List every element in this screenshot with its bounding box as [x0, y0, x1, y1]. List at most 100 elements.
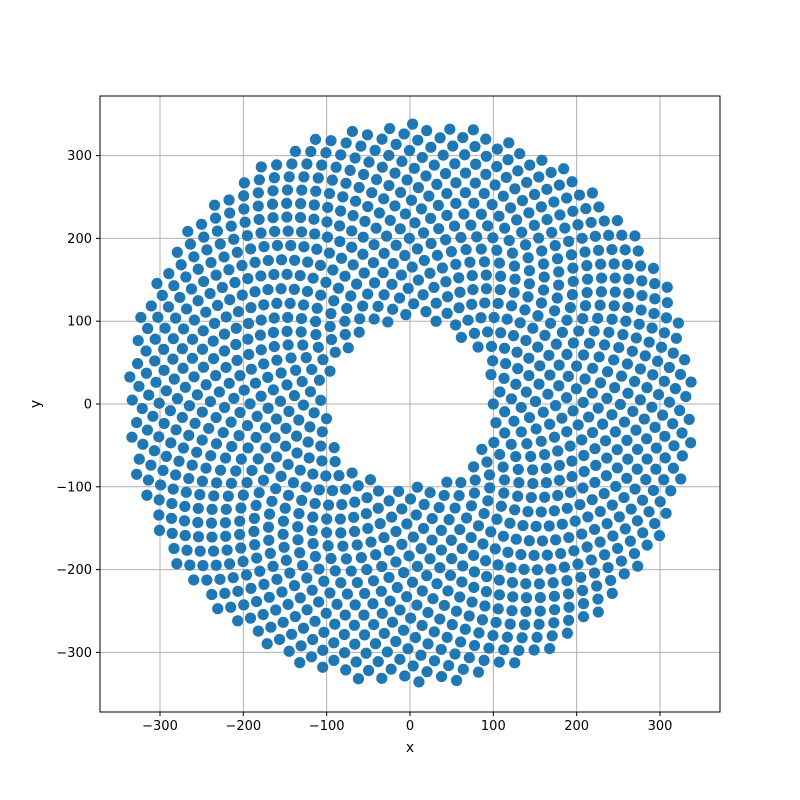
- data-point: [527, 477, 539, 490]
- data-point: [313, 563, 325, 575]
- data-point: [663, 361, 675, 374]
- data-point: [269, 225, 281, 238]
- data-point: [481, 456, 493, 468]
- data-point: [290, 364, 302, 376]
- data-point: [403, 144, 416, 157]
- data-point: [411, 481, 423, 493]
- data-point: [266, 198, 279, 210]
- data-point: [566, 176, 578, 188]
- data-point: [262, 521, 275, 533]
- data-point: [283, 405, 295, 417]
- data-point: [400, 309, 412, 321]
- data-point: [490, 417, 502, 429]
- data-point: [495, 500, 507, 512]
- data-point: [230, 322, 242, 334]
- data-point: [207, 335, 219, 347]
- data-point: [523, 352, 535, 364]
- data-point: [457, 663, 469, 675]
- data-point: [230, 465, 242, 477]
- data-point: [521, 438, 533, 450]
- data-point: [468, 197, 480, 209]
- data-point: [467, 124, 479, 136]
- data-point: [192, 295, 204, 307]
- data-point: [309, 615, 321, 627]
- data-point: [333, 470, 345, 482]
- data-point: [446, 553, 458, 565]
- data-point: [264, 547, 276, 559]
- data-point: [174, 291, 186, 304]
- data-point: [553, 279, 565, 291]
- data-point: [469, 177, 481, 189]
- data-point: [177, 442, 190, 454]
- data-point: [301, 158, 313, 170]
- data-point: [415, 203, 428, 215]
- data-point: [230, 338, 242, 351]
- data-point: [298, 171, 310, 183]
- data-point: [550, 534, 562, 546]
- data-point: [192, 263, 204, 275]
- data-point: [623, 273, 635, 285]
- data-point: [521, 176, 533, 189]
- data-point: [176, 343, 188, 355]
- data-point: [268, 341, 280, 353]
- data-point: [576, 434, 588, 446]
- data-point: [323, 187, 336, 200]
- data-point: [234, 406, 246, 419]
- data-point: [462, 314, 474, 326]
- data-point: [160, 450, 173, 462]
- data-point: [426, 534, 438, 546]
- data-point: [210, 477, 223, 489]
- data-point: [352, 480, 364, 492]
- data-point: [238, 190, 250, 202]
- data-point: [445, 246, 457, 258]
- data-point: [317, 354, 329, 366]
- data-point: [449, 319, 462, 331]
- data-point: [255, 227, 267, 239]
- data-point: [133, 380, 145, 392]
- data-point: [473, 627, 485, 639]
- data-point: [518, 619, 531, 631]
- data-point: [535, 506, 547, 518]
- data-point: [168, 542, 180, 555]
- data-point: [321, 231, 334, 243]
- data-point: [389, 167, 401, 179]
- data-point: [263, 591, 275, 603]
- data-point: [643, 506, 655, 518]
- data-point: [391, 581, 403, 594]
- data-point: [504, 618, 516, 630]
- data-point: [214, 464, 227, 476]
- data-point: [468, 487, 481, 499]
- data-point: [292, 521, 304, 533]
- data-point: [417, 227, 430, 239]
- data-point: [572, 558, 584, 570]
- data-point: [237, 489, 249, 501]
- data-point: [389, 200, 401, 212]
- y-tick-label: −200: [56, 563, 92, 578]
- data-point: [507, 330, 520, 342]
- data-point: [441, 307, 453, 319]
- data-point: [467, 549, 480, 561]
- data-point: [276, 586, 288, 598]
- data-point: [181, 544, 193, 556]
- data-point: [219, 587, 231, 599]
- data-point: [561, 502, 573, 514]
- data-point: [553, 179, 565, 191]
- data-point: [520, 334, 532, 347]
- data-point: [317, 661, 329, 673]
- data-point: [661, 297, 673, 309]
- data-point: [305, 651, 318, 663]
- data-point: [412, 134, 424, 146]
- data-point: [566, 289, 579, 301]
- data-point: [564, 486, 577, 498]
- data-point: [200, 462, 212, 474]
- data-point: [378, 627, 390, 640]
- data-point: [421, 570, 433, 582]
- data-point: [509, 273, 521, 285]
- data-point: [314, 259, 327, 271]
- data-point: [316, 426, 328, 438]
- data-point: [255, 390, 267, 402]
- data-point: [394, 653, 406, 665]
- data-point: [197, 560, 209, 572]
- data-point: [159, 322, 171, 334]
